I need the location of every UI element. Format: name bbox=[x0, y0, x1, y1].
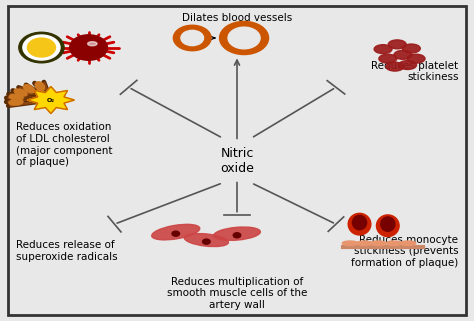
Ellipse shape bbox=[184, 234, 228, 247]
Circle shape bbox=[173, 25, 211, 51]
Ellipse shape bbox=[152, 224, 200, 240]
Ellipse shape bbox=[353, 215, 366, 230]
Circle shape bbox=[27, 38, 55, 57]
Circle shape bbox=[23, 35, 60, 60]
Text: Reduces platelet
stickiness: Reduces platelet stickiness bbox=[371, 61, 458, 82]
Circle shape bbox=[202, 239, 210, 244]
Ellipse shape bbox=[9, 100, 23, 105]
Ellipse shape bbox=[9, 94, 23, 100]
Ellipse shape bbox=[402, 44, 420, 53]
Ellipse shape bbox=[356, 241, 372, 246]
Ellipse shape bbox=[342, 241, 358, 246]
Ellipse shape bbox=[394, 50, 412, 59]
Text: Reduces release of
superoxide radicals: Reduces release of superoxide radicals bbox=[16, 240, 117, 262]
Ellipse shape bbox=[14, 89, 27, 96]
Ellipse shape bbox=[371, 241, 386, 246]
Text: Reduces oxidation
of LDL cholesterol
(major component
of plaque): Reduces oxidation of LDL cholesterol (ma… bbox=[16, 122, 112, 167]
Ellipse shape bbox=[88, 42, 97, 46]
Ellipse shape bbox=[399, 61, 417, 69]
Circle shape bbox=[181, 30, 203, 46]
Circle shape bbox=[172, 231, 180, 236]
Circle shape bbox=[228, 27, 260, 49]
Text: Reduces monocyte
stickiness (prevents
formation of plaque): Reduces monocyte stickiness (prevents fo… bbox=[351, 235, 458, 268]
Ellipse shape bbox=[374, 45, 392, 54]
Ellipse shape bbox=[214, 227, 260, 240]
Ellipse shape bbox=[400, 241, 416, 246]
Ellipse shape bbox=[376, 215, 399, 237]
Circle shape bbox=[70, 35, 108, 60]
Text: Nitric
oxide: Nitric oxide bbox=[220, 146, 254, 175]
Ellipse shape bbox=[24, 85, 35, 93]
Circle shape bbox=[233, 233, 241, 238]
Ellipse shape bbox=[36, 82, 45, 91]
Ellipse shape bbox=[388, 40, 406, 49]
Ellipse shape bbox=[386, 62, 404, 71]
Polygon shape bbox=[27, 87, 74, 114]
Circle shape bbox=[219, 22, 269, 55]
Text: Dilates blood vessels: Dilates blood vessels bbox=[182, 13, 292, 22]
Ellipse shape bbox=[386, 241, 401, 246]
Ellipse shape bbox=[381, 217, 395, 231]
Ellipse shape bbox=[348, 213, 371, 235]
Text: Reduces multiplication of
smooth muscle cells of the
artery wall: Reduces multiplication of smooth muscle … bbox=[167, 277, 307, 310]
Ellipse shape bbox=[379, 54, 397, 63]
Ellipse shape bbox=[407, 54, 425, 63]
Text: O₂: O₂ bbox=[47, 98, 55, 102]
Circle shape bbox=[19, 32, 64, 63]
